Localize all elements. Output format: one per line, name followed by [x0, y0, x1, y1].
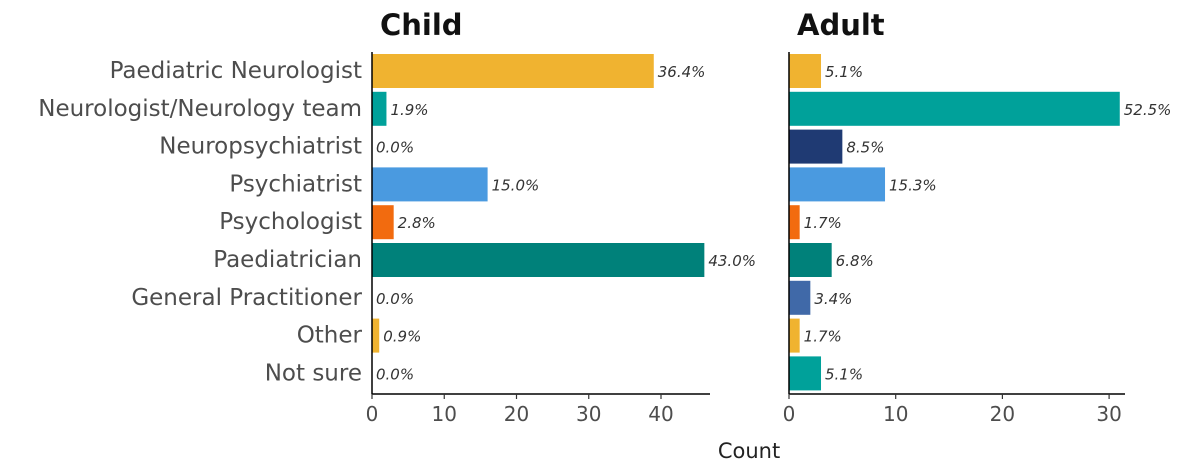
category-label-paediatrician: Paediatrician [213, 247, 362, 273]
bar-child-psychiatrist [372, 167, 488, 202]
category-label-psychologist: Psychologist [219, 209, 362, 235]
category-label-psychiatrist: Psychiatrist [229, 171, 362, 197]
bar-child-other [372, 318, 380, 353]
data-label-child-neuropsychiatrist: 0.0% [376, 139, 414, 157]
data-label-adult-psychiatrist: 15.3% [889, 176, 937, 194]
x-tick-label-adult-20: 20 [990, 402, 1015, 426]
panel-child: Child 36.4% 1.9% 0.0% 15.0% 2.8% 43.0% 0.0% 0.9%… [366, 8, 756, 426]
data-label-child-paediatric-neurologist: 36.4% [658, 63, 706, 81]
bar-adult-psychologist [789, 205, 800, 240]
data-label-child-paediatrician: 43.0% [708, 252, 756, 270]
data-label-child-other: 0.9% [383, 328, 421, 346]
data-label-child-not-sure: 0.0% [376, 365, 414, 383]
bar-adult-paediatrician [789, 243, 832, 277]
panel-title-child: Child [380, 8, 463, 42]
bar-child-paediatric-neurologist [372, 54, 654, 88]
bar-adult-not-sure [789, 356, 822, 391]
data-label-child-neurologist-neurology-team: 1.9% [390, 101, 428, 119]
bar-adult-other [789, 318, 800, 353]
x-tick-label-child-40: 40 [648, 402, 673, 426]
category-label-general-practitioner: General Practitioner [131, 285, 362, 311]
category-label-neuropsychiatrist: Neuropsychiatrist [159, 134, 362, 160]
x-tick-label-adult-30: 30 [1096, 402, 1121, 426]
bar-adult-neurologist-neurology-team [789, 91, 1120, 126]
bar-child-neurologist-neurology-team [372, 91, 387, 126]
category-label-neurologist-neurology-team: Neurologist/Neurology team [38, 96, 362, 122]
bar-adult-general-practitioner [789, 280, 811, 315]
x-tick-label-child-30: 30 [576, 402, 601, 426]
x-tick-label-adult-10: 10 [883, 402, 908, 426]
data-label-adult-not-sure: 5.1% [825, 365, 863, 383]
data-label-child-psychiatrist: 15.0% [492, 176, 540, 194]
x-tick-label-child-20: 20 [504, 402, 529, 426]
x-axis-title: Count [718, 439, 780, 463]
category-label-other: Other [297, 323, 363, 349]
panel-adult: Adult 5.1% 52.5% 8.5% 15.3% 1.7% 6.8% 3.4% 1.7% 5… [783, 8, 1172, 426]
data-label-adult-general-practitioner: 3.4% [814, 290, 852, 308]
data-label-adult-neurologist-neurology-team: 52.5% [1124, 101, 1172, 119]
data-label-child-psychologist: 2.8% [398, 214, 436, 232]
bar-child-psychologist [372, 205, 394, 240]
x-tick-label-child-0: 0 [366, 402, 379, 426]
data-label-adult-psychologist: 1.7% [804, 214, 842, 232]
bar-adult-neuropsychiatrist [789, 129, 843, 164]
data-label-adult-other: 1.7% [804, 328, 842, 346]
data-label-adult-paediatric-neurologist: 5.1% [825, 63, 863, 81]
panel-title-adult: Adult [797, 8, 885, 42]
data-label-adult-neuropsychiatrist: 8.5% [846, 139, 884, 157]
x-tick-label-adult-0: 0 [783, 402, 796, 426]
data-label-child-general-practitioner: 0.0% [376, 290, 414, 308]
category-label-not-sure: Not sure [265, 360, 362, 386]
data-label-adult-paediatrician: 6.8% [836, 252, 874, 270]
bar-adult-psychiatrist [789, 167, 886, 202]
category-label-paediatric-neurologist: Paediatric Neurologist [110, 58, 362, 84]
bar-adult-paediatric-neurologist [789, 54, 822, 88]
bar-child-paediatrician [372, 243, 705, 277]
x-tick-label-child-10: 10 [432, 402, 457, 426]
